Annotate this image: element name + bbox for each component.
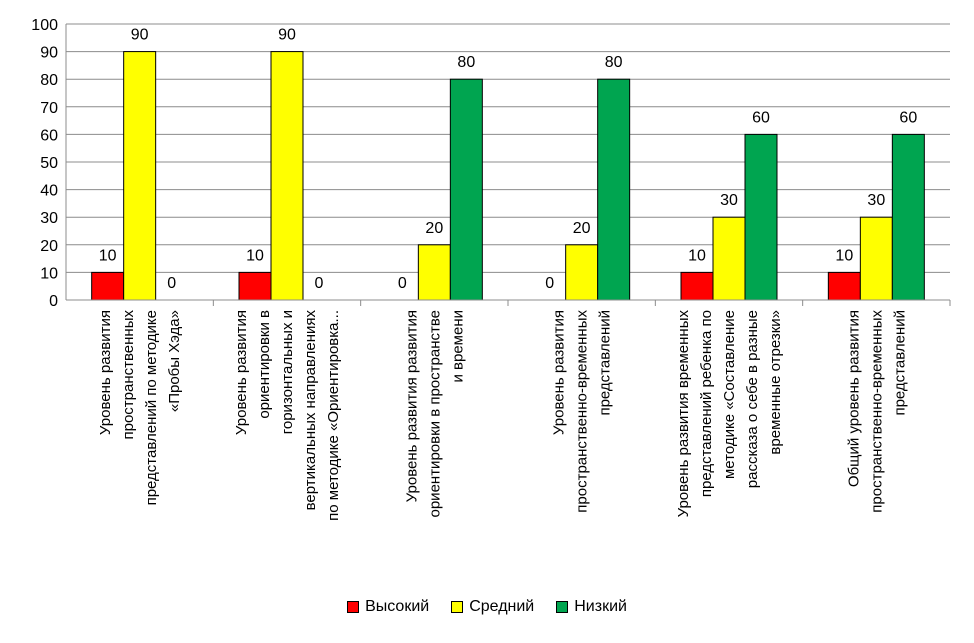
bar [712,216,746,301]
gridlines [66,23,950,301]
y-tick-label: 100 [31,17,58,34]
bar [859,216,893,301]
category-label-line: Уровень развития [551,310,568,435]
bar [891,133,925,301]
y-axis-tick-labels: 0 10 20 30 40 50 60 70 80 90 100 [31,17,58,310]
category-label: Уровень развития ориентировки в горизонтал… [233,310,342,521]
data-label: 0 [167,275,176,292]
category-label-line: ориентировки в пространстве [426,310,443,518]
category-label: Уровень развития пространственных представ… [97,310,183,506]
data-label: 10 [99,247,117,264]
data-label: 10 [688,247,706,264]
category-label-line: и времени [449,310,466,383]
data-label: 0 [315,275,324,292]
category-label-line: представлений ребенка по [698,310,715,497]
y-tick-label: 40 [40,183,58,200]
category-label-line: Уровень развития [233,310,250,435]
legend-label-medium: Средний [469,598,535,615]
category-label-line: Уровень развития [97,310,114,435]
category-labels: Уровень развития пространственных представ… [97,310,908,521]
category-label-line: представлений [891,310,908,416]
legend-swatch-high [347,601,360,613]
y-tick-label: 10 [40,265,58,282]
y-tick-label: 90 [40,45,58,62]
data-label: 20 [573,220,591,237]
bar [565,244,599,301]
category-label-line: Уровень развития временных [675,310,692,518]
category-label-line: рассказа о себе в разные [744,310,761,488]
legend-label-low: Низкий [574,598,627,615]
y-tick-label: 20 [40,238,58,255]
category-label-line: представлений по методике [143,310,160,505]
category-label-line: пространственно-временных [574,310,591,513]
data-label: 80 [605,54,623,71]
data-label: 60 [752,109,770,126]
y-tick-label: 0 [49,293,58,310]
y-tick-label: 50 [40,155,58,172]
data-label: 90 [278,27,296,44]
data-label: 60 [899,109,917,126]
data-label: 0 [398,275,407,292]
legend-swatch-medium [451,601,464,613]
bar [417,244,451,301]
bar [238,271,272,301]
category-label: Общий уровень развития пространственно-вр… [845,310,908,513]
category-label-line: «Пробы Хэда» [166,310,183,412]
y-tick-label: 30 [40,210,58,227]
legend-item-high: Высокий [347,598,429,616]
data-label: 30 [720,192,738,209]
bar [680,271,714,301]
y-tick-label: 70 [40,100,58,117]
bar [123,51,157,301]
category-label-line: временные отрезки» [767,310,784,455]
category-label-line: ориентировки в [256,310,273,419]
data-label: 90 [131,27,149,44]
y-tick-label: 80 [40,72,58,89]
y-tick-label: 60 [40,127,58,144]
axes [65,24,951,306]
data-label: 10 [246,247,264,264]
legend-item-low: Низкий [556,598,627,616]
category-label-line: пространственно-временных [868,310,885,513]
category-label: Уровень развития развития ориентировки в … [403,310,466,518]
data-label: 0 [545,275,554,292]
legend-label-high: Высокий [365,598,430,615]
category-label: Уровень развития временных представлений … [675,310,784,518]
bar [597,78,631,301]
category-label-line: представлений [597,310,614,416]
bar [91,271,125,301]
category-label-line: Общий уровень развития [845,310,862,487]
bar [270,51,304,301]
bar [449,78,483,301]
category-label-line: вертикальных направлениях [302,310,319,511]
bars [91,51,925,301]
legend: Высокий Средний Низкий [0,598,974,616]
data-labels: 10 90 0 10 90 0 0 20 80 0 20 80 10 30 60 10 30 60 [99,27,918,292]
category-label-line: по методике «Ориентировка... [325,310,342,521]
category-label-line: Уровень развития развития [403,310,420,502]
category-label-line: горизонтальных и [279,310,296,434]
category-label: Уровень развития пространственно-временны… [551,310,614,513]
legend-item-medium: Средний [451,598,534,616]
data-label: 10 [835,247,853,264]
data-label: 30 [867,192,885,209]
bar [744,133,778,301]
category-label-line: пространственных [120,310,137,440]
category-label-line: методике «Составление [721,310,738,479]
legend-swatch-low [556,601,569,613]
data-label: 80 [457,54,475,71]
bar [827,271,861,301]
data-label: 20 [425,220,443,237]
